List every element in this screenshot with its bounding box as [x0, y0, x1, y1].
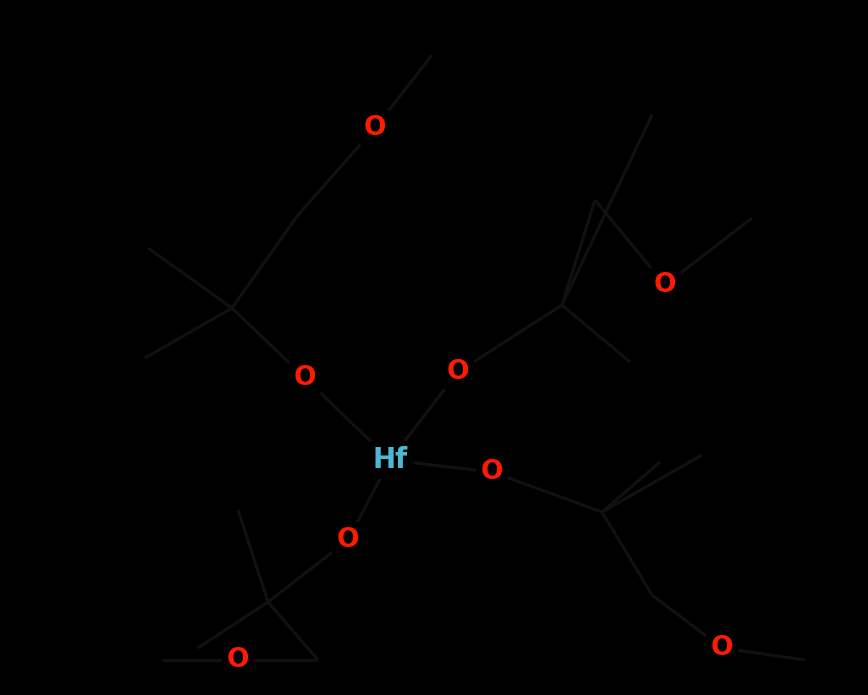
Text: Hf: Hf	[372, 446, 408, 474]
Text: O: O	[447, 359, 470, 385]
Text: O: O	[711, 635, 733, 661]
Text: O: O	[227, 647, 249, 673]
Text: O: O	[364, 115, 386, 141]
Text: O: O	[293, 365, 316, 391]
Text: O: O	[481, 459, 503, 485]
Text: O: O	[654, 272, 676, 298]
Text: O: O	[337, 527, 359, 553]
